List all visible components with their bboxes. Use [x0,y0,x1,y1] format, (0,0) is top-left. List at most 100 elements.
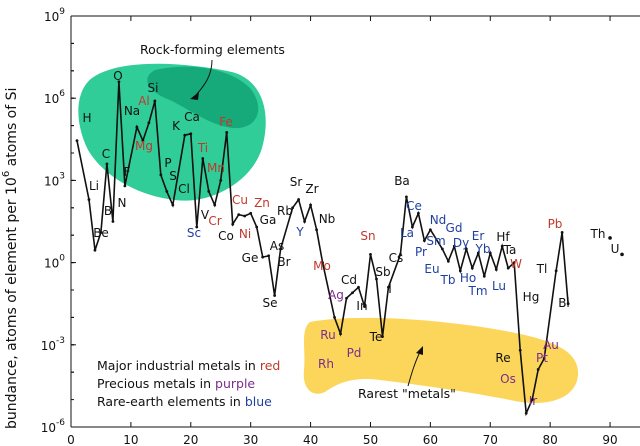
data-point [123,184,127,188]
data-point [440,247,444,251]
data-point [321,261,324,264]
data-point [93,248,97,252]
element-label-u: U [611,242,620,256]
element-label-b: B [104,204,112,218]
element-label-rh: Rh [318,357,334,371]
element-label-w: W [510,257,522,271]
data-point [512,261,516,264]
data-point [279,247,283,251]
element-label-ca: Ca [184,110,200,124]
data-point [255,225,259,229]
element-label-sr: Sr [290,175,303,189]
data-point [464,247,468,251]
element-label-mo: Mo [313,259,331,273]
data-point [351,291,354,295]
y-tick-label: 100 [44,254,65,271]
element-label-cd: Cd [341,273,357,287]
element-label-pb: Pb [548,217,563,231]
y-tick-label: 10-6 [41,418,66,435]
data-point [542,357,546,360]
data-point [506,266,510,270]
element-label-as: As [270,239,284,253]
element-label-in: In [356,299,367,313]
data-point [369,252,372,256]
x-tick-label: 30 [243,433,258,446]
data-point [345,296,348,300]
element-label-br: Br [277,255,290,269]
data-point [291,206,295,210]
element-label-nb: Nb [319,212,336,226]
element-label-p: P [164,156,171,170]
y-axis-title: bundance, atoms of element per 106 atoms… [1,88,20,429]
element-label-h: H [82,111,91,125]
data-point [117,80,121,84]
data-point [159,173,163,177]
element-label-sc: Sc [187,226,201,240]
data-point [452,244,456,248]
data-point [554,269,558,273]
element-label-re: Re [495,351,510,365]
data-point [261,255,265,259]
data-point [416,211,420,215]
data-point [87,198,91,201]
y-tick-label: 109 [44,7,65,24]
element-label-c: C [102,147,110,161]
element-label-hf: Hf [496,230,510,244]
element-label-ti: Ti [197,141,208,155]
data-point [207,189,211,193]
rarest-pointer [407,351,421,387]
element-label-n: N [118,196,127,210]
data-point [111,220,115,223]
element-label-rb: Rb [277,204,293,218]
data-point [422,239,426,243]
rock-forming-arrowhead [190,92,199,100]
rarest-arrowhead [416,346,423,355]
element-label-sn: Sn [360,229,375,243]
element-label-ag: Ag [328,288,344,302]
data-point [566,302,570,306]
element-label-tm: Tm [467,284,487,298]
data-point [494,268,498,271]
element-label-th: Th [590,227,606,241]
element-label-li: Li [89,179,99,193]
data-point [411,225,414,229]
element-label-pr: Pr [415,245,427,259]
element-label-s: S [169,169,177,183]
data-point [518,348,522,352]
x-tick-label: 70 [483,433,498,446]
data-point [147,121,151,125]
element-label-er: Er [472,229,485,243]
data-point [165,189,169,193]
x-tick-label: 20 [183,433,198,446]
element-label-tl: Tl [536,262,548,276]
data-point [99,231,103,234]
data-point [530,398,534,401]
element-label-ga: Ga [260,213,277,227]
element-label-cs: Cs [389,251,404,265]
element-label-ru: Ru [320,328,335,342]
element-label-i: I [388,282,392,296]
data-point [249,211,253,215]
data-point [428,228,432,232]
data-point [153,99,157,103]
data-point [297,198,300,201]
data-point [273,294,277,297]
data-point [189,132,193,136]
color-legend-line-2: Precious metals in purple [97,376,255,391]
data-point-isolated [620,252,624,257]
element-label-ir: Ir [529,394,538,408]
element-label-ho: Ho [460,271,476,285]
element-label-pd: Pd [347,346,362,360]
data-point [219,179,223,182]
data-point [446,259,450,263]
element-label-co: Co [218,229,234,243]
x-tick-label: 50 [363,433,378,446]
data-point [357,285,360,289]
element-label-ni: Ni [239,227,251,241]
y-tick-label: 10-3 [41,336,65,353]
element-label-fe: Fe [219,115,233,129]
element-label-sm: Sm [426,234,445,248]
data-point [339,332,342,336]
element-label-zr: Zr [305,182,318,196]
